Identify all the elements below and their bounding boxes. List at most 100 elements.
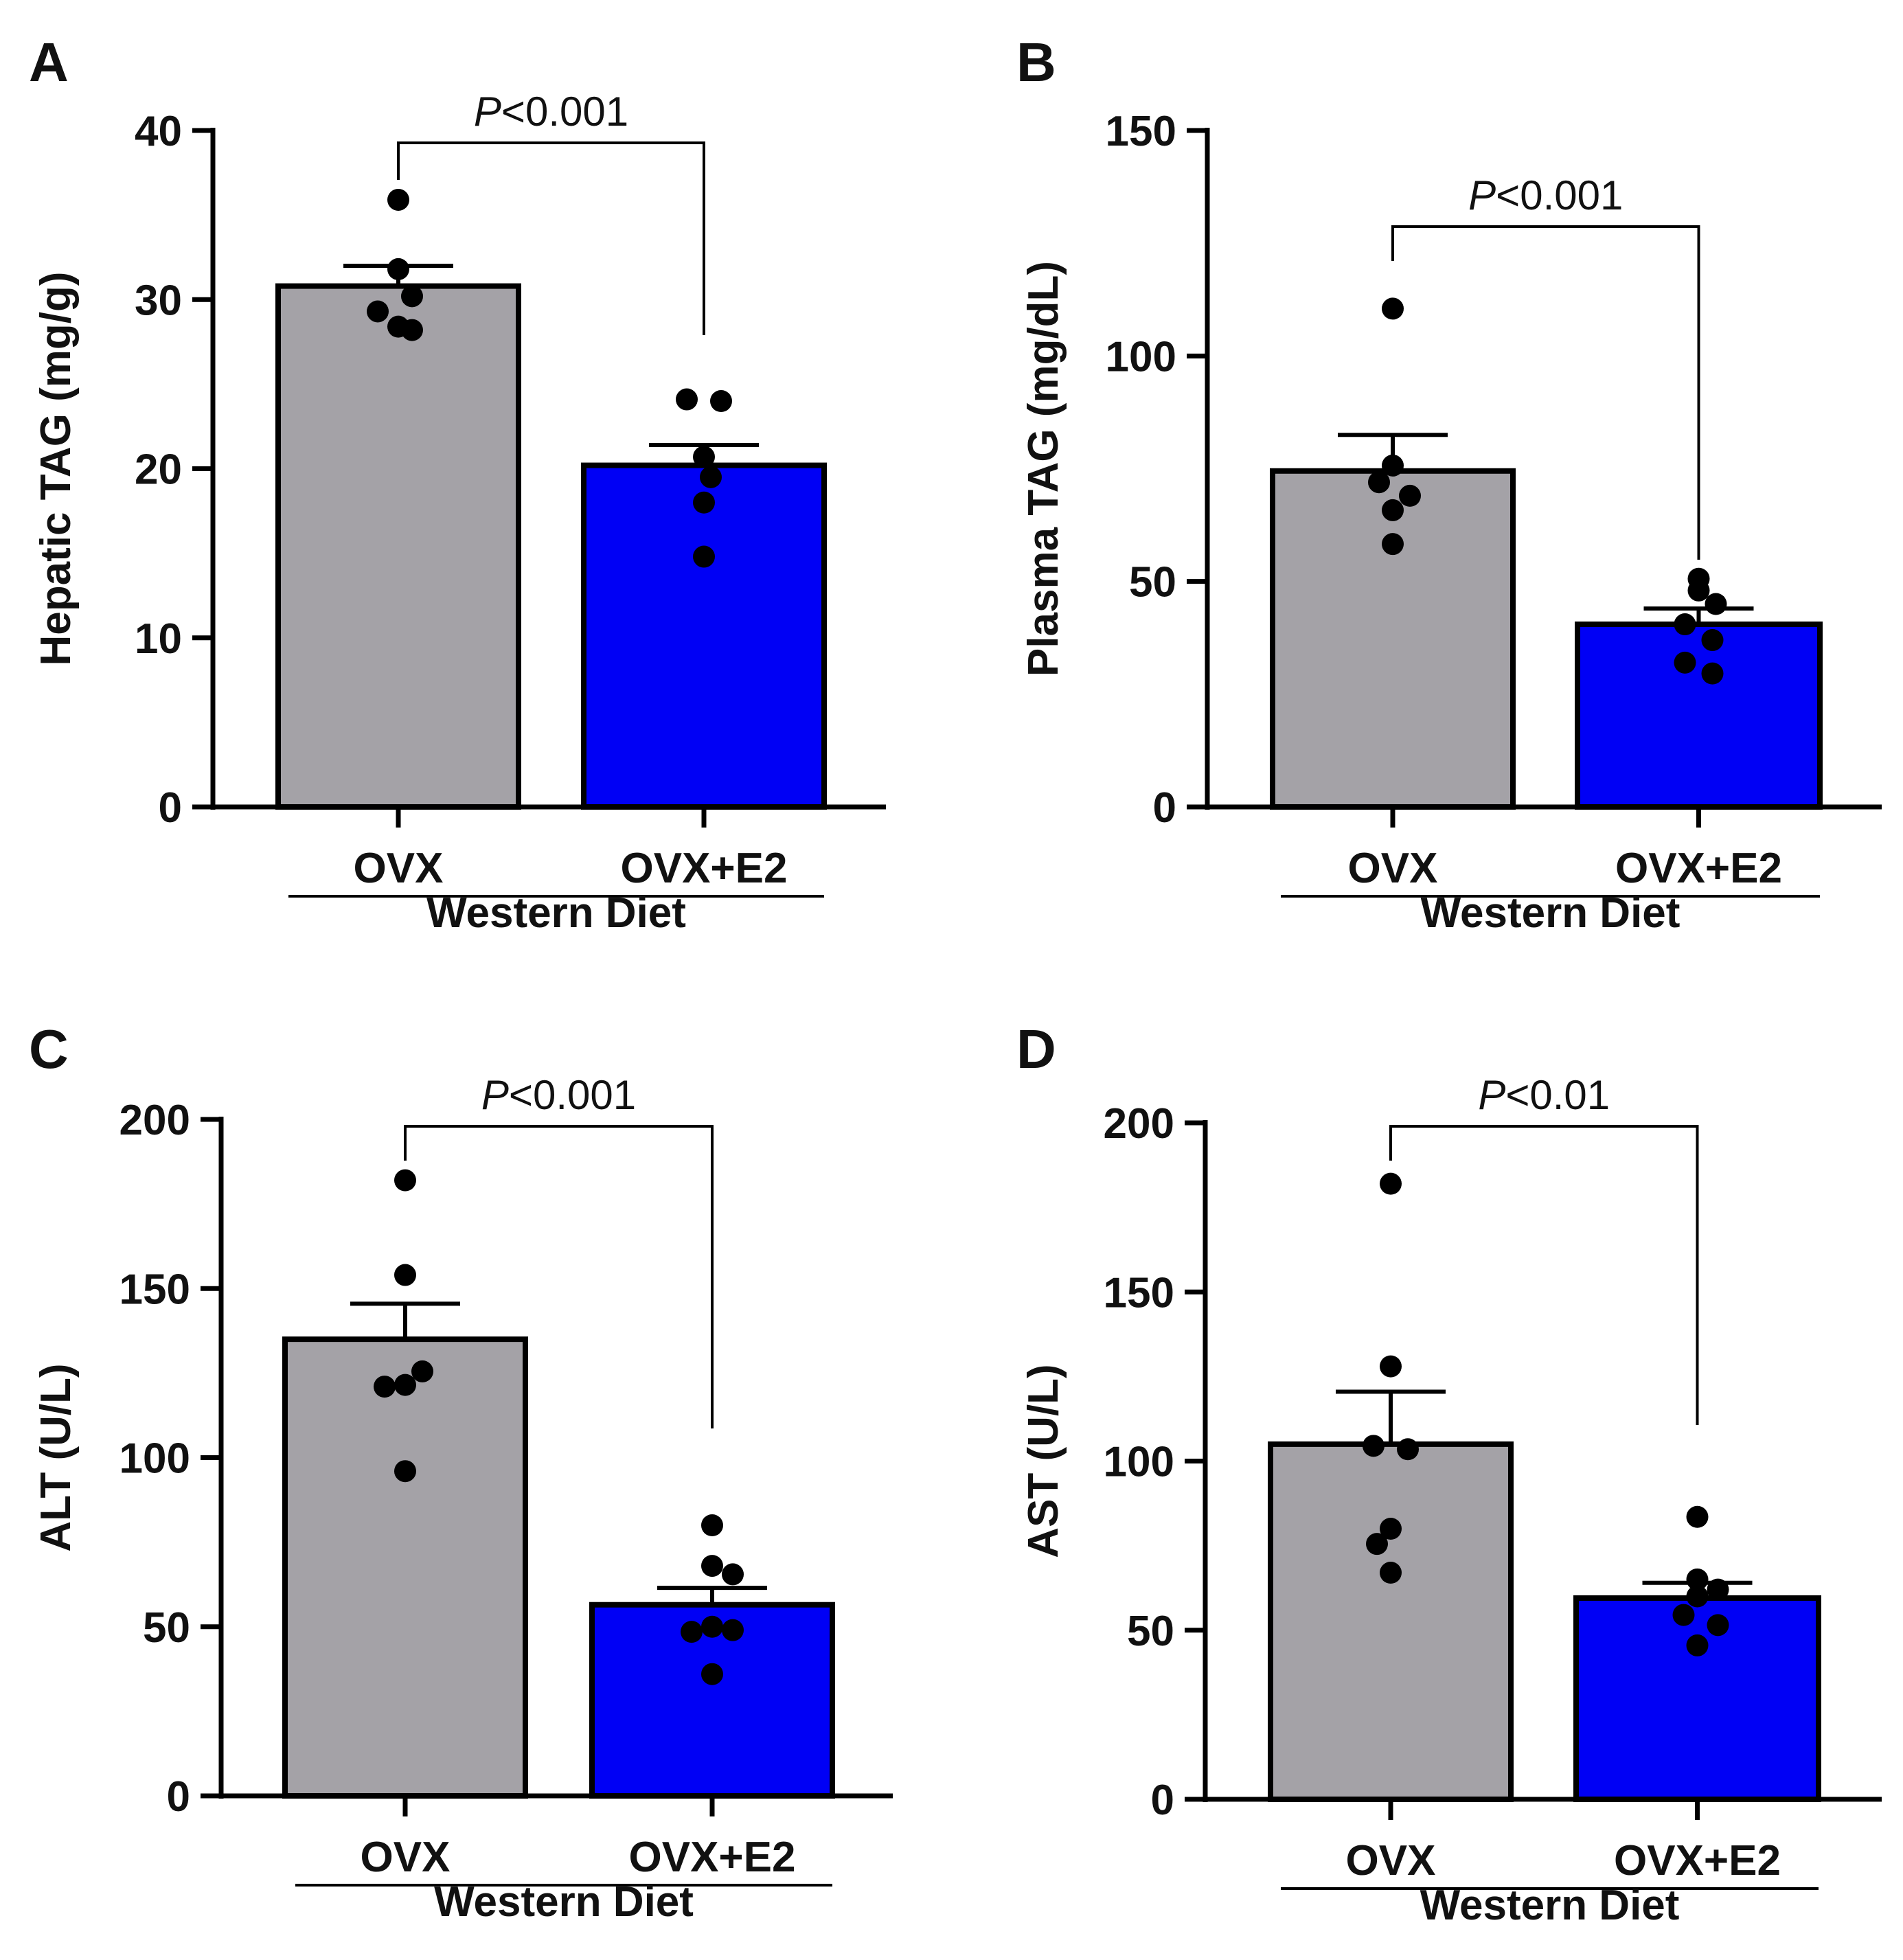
x-tick-label: OVX+E2 [1614,1837,1781,1884]
p-value-label: P<0.001 [474,89,628,135]
data-point [411,1360,433,1382]
y-tick-label: 10 [135,615,182,663]
bar-ovx-e2 [1575,622,1823,810]
p-value-threshold: <0.001 [501,89,628,135]
p-value-threshold: <0.01 [1505,1072,1610,1118]
data-point [1368,471,1390,494]
p-value-threshold: <0.001 [1496,172,1623,218]
p-value-label: P<0.01 [1478,1072,1610,1118]
y-tick-label: 100 [119,1435,190,1483]
group-label: Western Diet [426,889,686,937]
data-point [701,1555,723,1577]
data-point [394,1264,416,1286]
y-tick-label: 0 [1153,784,1176,832]
y-tick-label: 200 [1104,1100,1174,1148]
data-point [1363,1435,1384,1457]
data-point [1382,297,1404,320]
data-point [1707,1578,1729,1601]
data-point [1380,1172,1402,1195]
bar-ovx [1270,468,1516,810]
data-point [1382,533,1404,556]
y-tick-label: 0 [159,784,182,832]
significance-bracket [1391,225,1700,560]
data-point [701,1663,723,1685]
y-tick-label: 100 [1104,1439,1174,1486]
bar-ovx-e2 [1573,1595,1821,1802]
data-point [676,388,698,411]
data-point [693,545,715,568]
data-point [693,446,715,468]
x-tick-label: OVX [354,845,444,892]
data-point [722,1563,744,1586]
p-value-threshold: <0.001 [509,1072,636,1118]
x-tick-label: OVX [361,1834,451,1881]
y-tick-label: 50 [1129,559,1176,606]
data-point [693,491,715,514]
p-value-symbol: P [1468,172,1496,218]
panel-letter: B [1016,32,1056,93]
data-point [1382,499,1404,521]
bar-ovx [282,1336,528,1799]
data-point [1380,1562,1402,1584]
y-axis-title: Hepatic TAG (mg/g) [32,271,80,665]
panel-letter: D [1016,1018,1056,1080]
y-tick-label: 200 [119,1097,190,1144]
data-point [1399,484,1421,507]
significance-bracket [1389,1125,1699,1425]
data-point [1672,1604,1695,1626]
data-point [1686,1585,1709,1608]
y-axis-title: ALT (U/L) [32,1363,80,1551]
data-point [394,1169,416,1192]
p-value-symbol: P [474,89,501,135]
data-point [1686,1568,1709,1591]
x-tick-label: OVX+E2 [629,1834,796,1881]
significance-bracket [404,1125,714,1428]
p-value-symbol: P [1478,1072,1505,1118]
y-tick-label: 150 [1104,1269,1174,1317]
data-point [700,466,722,488]
data-point [401,319,423,341]
data-point [1705,593,1727,615]
data-point [394,1460,416,1483]
p-value-label: P<0.001 [1468,172,1623,218]
data-point [701,1514,723,1536]
data-point [1366,1533,1388,1556]
y-tick-label: 40 [135,108,182,155]
y-tick-label: 150 [1106,108,1176,155]
bar-ovx-e2 [581,462,827,810]
y-tick-label: 50 [143,1604,190,1652]
data-point [1397,1438,1419,1461]
x-tick-label: OVX [1346,1837,1436,1884]
x-tick-label: OVX+E2 [621,845,788,892]
panel-letter: A [29,32,69,93]
data-point [394,1374,416,1396]
data-point [1701,662,1724,685]
data-point [387,258,409,280]
y-tick-label: 100 [1106,333,1176,380]
significance-bracket [397,141,705,335]
panel-letter: C [29,1018,69,1080]
x-tick-label: OVX [1348,845,1438,892]
data-point [1686,1634,1709,1656]
data-point [1686,1505,1709,1528]
y-axis-title: Plasma TAG (mg/dL) [1020,261,1067,676]
data-point [1674,651,1696,674]
y-tick-label: 0 [1151,1777,1174,1824]
data-point [1380,1355,1402,1378]
data-point [701,1615,723,1638]
data-point [1687,579,1710,602]
bar-ovx [1268,1441,1514,1802]
x-tick-label: OVX+E2 [1615,845,1782,892]
data-point [710,390,732,412]
p-value-symbol: P [481,1072,509,1118]
data-point [387,188,409,211]
data-point [1674,613,1696,636]
data-point [1382,454,1404,477]
bar-ovx [275,283,521,810]
data-point [374,1376,396,1398]
